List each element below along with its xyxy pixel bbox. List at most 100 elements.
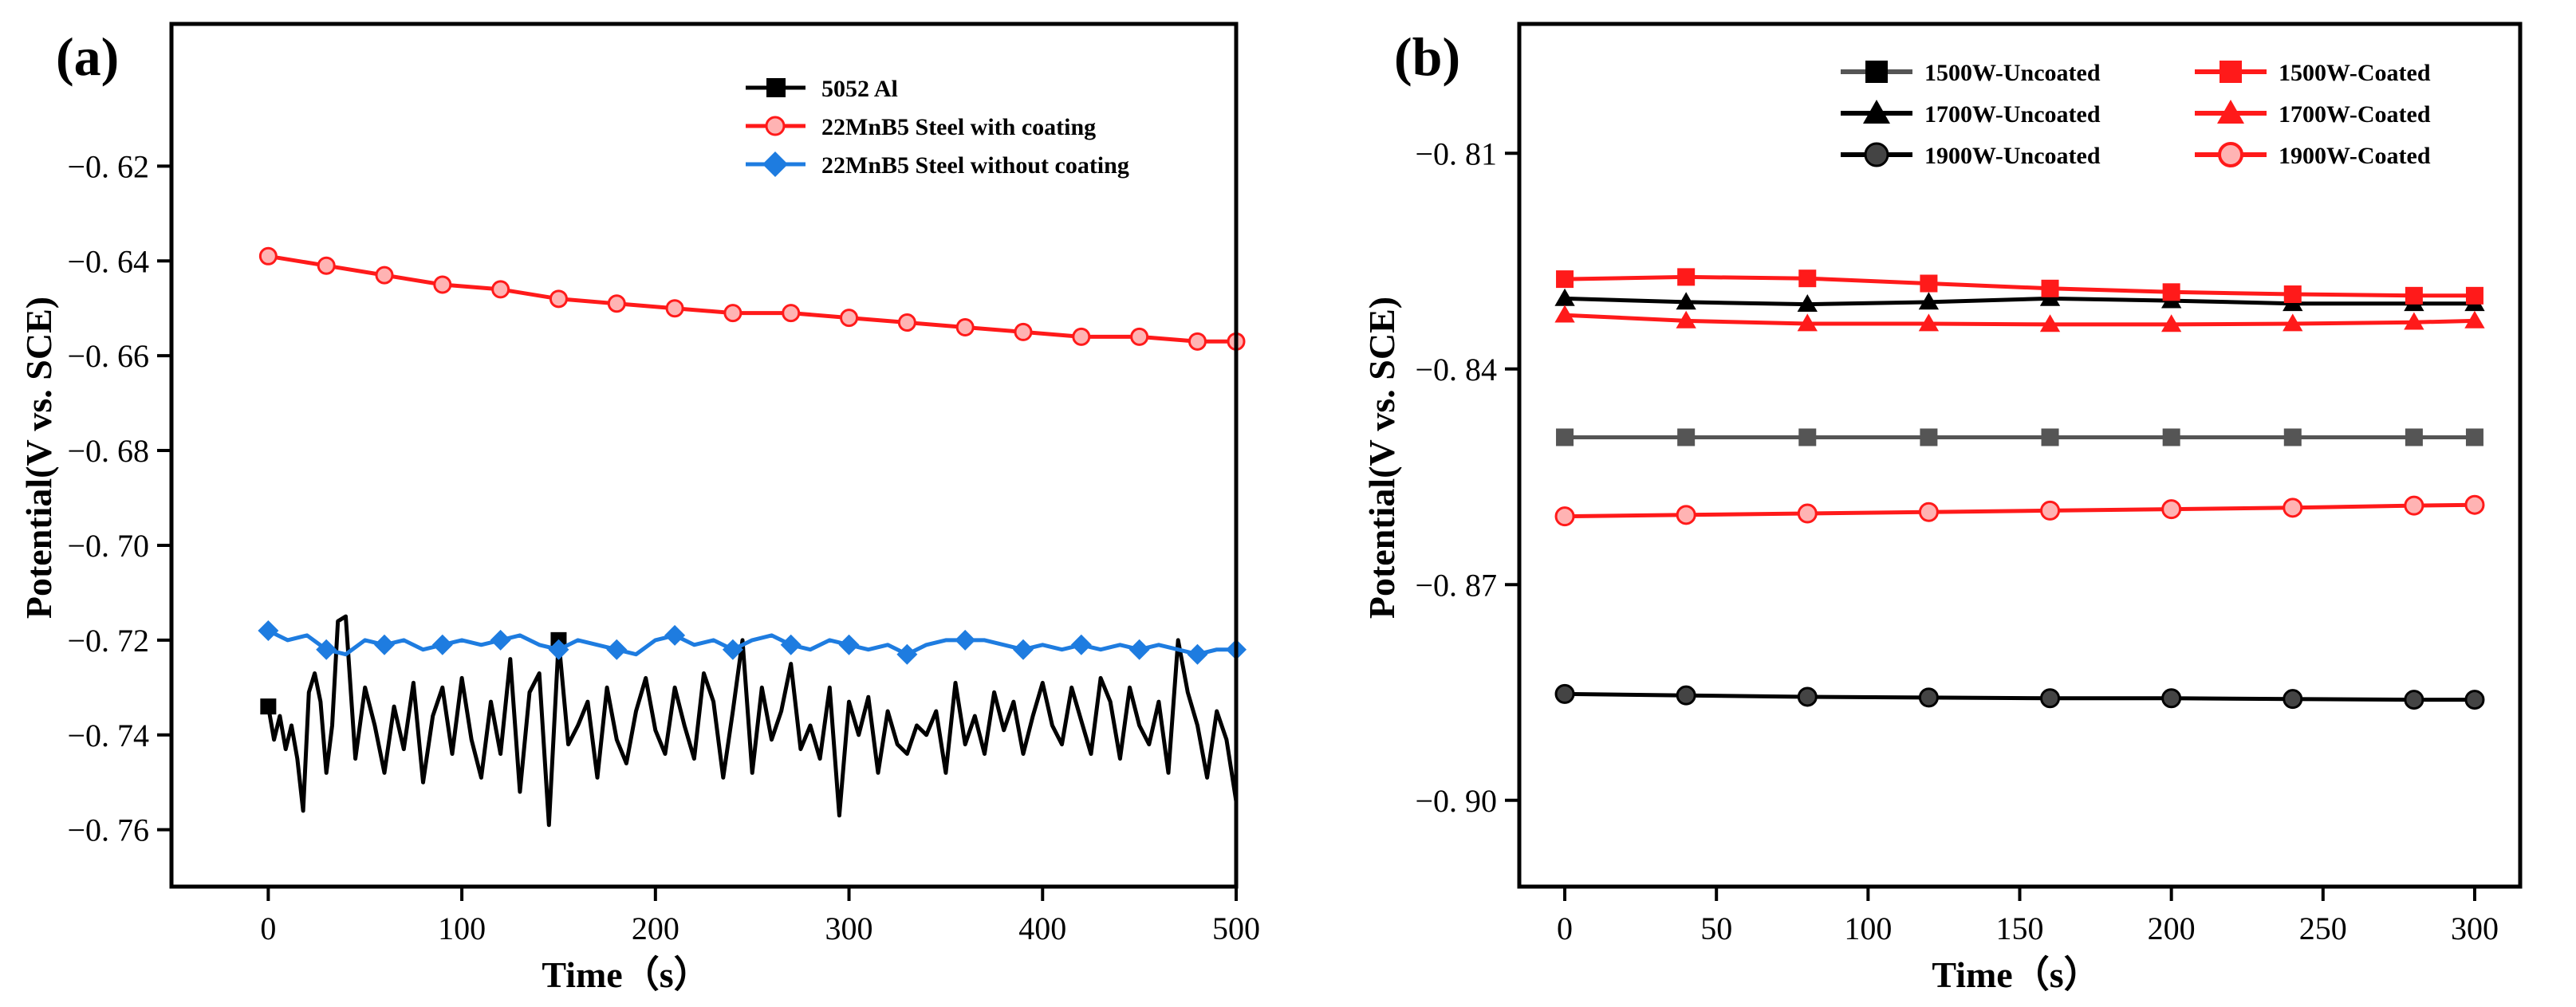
legend-entry-steel-without-coating: 22MnB5 Steel without coating [746,151,1129,179]
panel-a-y-ticks: −0. 62 −0. 64 −0. 66 −0. 68 −0. 70 −0. 72 −0. … [67,148,171,848]
data-point-1700w-coated [2161,314,2182,332]
panel-b-x-axis-label: Time（s） [1932,954,2100,995]
y-tick-label: −0. 64 [67,243,149,279]
data-point-22mnb5-steel-with-coating [607,294,626,313]
y-tick-label: −0. 66 [67,338,149,374]
panel-b-y-axis-label: Potential(V vs. SCE) [1361,297,1402,619]
legend-label-1700w-uncoated: 1700W-Uncoated [1924,101,2101,128]
data-point-1500w-coated [2041,279,2059,297]
data-point-22mnb5-steel-with-coating [955,317,975,336]
data-point-22mnb5-steel-with-coating [375,266,394,285]
x-tick-label: 300 [2451,911,2499,946]
x-tick-label: 0 [260,911,276,946]
data-point-22mnb5-steel-without-coating [431,634,453,655]
data-point-22mnb5-steel-with-coating [258,246,278,266]
data-point-1500w-uncoated [1677,428,1696,446]
x-tick-label: 50 [1700,911,1732,946]
data-point-22mnb5-steel-without-coating [258,620,279,641]
data-point-1900w-coated [2464,494,2485,515]
data-point-1900w-uncoated [1676,685,1696,706]
data-point-1900w-uncoated [1554,683,1575,704]
data-point-22mnb5-steel-with-coating [1014,322,1033,341]
data-point-1700w-coated [2283,313,2303,332]
panel-a-x-ticks: 0 100 200 300 400 500 [260,887,1260,946]
data-point-22mnb5-steel-with-coating [1072,327,1091,346]
panel-a-frame [169,22,1239,889]
data-point-1900w-uncoated [1797,686,1818,707]
legend-entry-1700w-uncoated: 1700W-Uncoated [1841,100,2101,128]
data-point-22mnb5-steel-with-coating [317,256,336,275]
data-point-1900w-uncoated [2161,688,2182,709]
data-point-22mnb5-steel-with-coating [840,309,859,328]
y-tick-label: −0. 90 [1415,783,1497,819]
data-point-1900w-uncoated [1918,687,1939,708]
legend-diamond-marker [762,151,788,177]
data-point-22mnb5-steel-with-coating [897,313,916,332]
data-point-22mnb5-steel-with-coating [491,280,510,299]
panel-b-y-ticks: −0. 81 −0. 84 −0. 87 −0. 90 [1415,136,1519,819]
data-point-1900w-coated [1554,506,1575,527]
panel-b-plot [1554,268,2485,710]
data-point-22mnb5-steel-with-coating [549,289,568,309]
data-point-22mnb5-steel-without-coating [606,639,628,660]
x-tick-label: 200 [632,911,679,946]
data-point-1900w-uncoated [2283,689,2303,710]
data-point-1700w-uncoated [1554,288,1575,306]
data-point-1500w-uncoated [1798,428,1817,446]
legend-label-1500w-uncoated: 1500W-Uncoated [1924,60,2101,86]
y-tick-label: −0. 70 [67,528,149,564]
data-point-1900w-coated [2283,498,2303,518]
data-point-1900w-coated [2040,500,2061,521]
data-point-1700w-coated [2404,312,2424,330]
data-point-22mnb5-steel-with-coating [665,299,684,318]
data-point-1700w-coated [1918,313,1940,332]
data-point-1500w-coated [1556,270,1574,289]
series-line-1900w-uncoated [1562,691,2477,702]
data-point-1900w-uncoated [2404,690,2424,710]
legend-triangle-marker [1863,100,1890,124]
series-line-1900w-coated [1562,502,2477,519]
legend-square-marker [2220,61,2242,83]
data-point-1900w-coated [1797,503,1818,524]
data-point-1500w-coated [2405,286,2423,305]
data-point-22mnb5-steel-without-coating [838,634,860,655]
x-tick-label: 100 [1844,911,1892,946]
data-point-22mnb5-steel-without-coating [374,634,395,655]
legend-square-marker [766,78,786,97]
panel-a-legend: 5052 Al 22MnB5 Steel with coating 22MnB5… [746,76,1129,179]
data-point-22mnb5-steel-without-coating [548,639,569,660]
series-line-1500w-coated [1562,274,2477,298]
data-point-22mnb5-steel-without-coating [722,639,743,660]
data-point-1500w-uncoated [1556,428,1574,446]
legend-label-1900w-uncoated: 1900W-Uncoated [1924,143,2101,169]
data-point-22mnb5-steel-without-coating [1070,634,1092,655]
panel-b-label: (b) [1394,26,1460,87]
y-tick-label: −0. 84 [1415,352,1497,387]
legend-entry-steel-with-coating: 22MnB5 Steel with coating [746,114,1096,140]
data-point-1500w-coated [1677,268,1696,286]
legend-circle-marker [765,116,786,136]
data-point-22mnb5-steel-without-coating [955,629,976,651]
y-tick-label: −0. 76 [67,812,149,848]
data-point-22mnb5-steel-without-coating [316,639,337,660]
x-tick-label: 400 [1018,911,1066,946]
panel-b-legend: 1500W-Uncoated 1700W-Uncoated 1900W-Unco… [1841,60,2431,169]
data-point-1500w-coated [2465,286,2483,305]
data-point-1700w-uncoated [1797,294,1818,312]
legend-label-steel-with-coating: 22MnB5 Steel with coating [821,114,1096,140]
y-tick-label: −0. 87 [1415,567,1497,603]
legend-label-5052-al: 5052 Al [821,76,898,102]
data-point-1700w-coated [1797,313,1818,332]
data-point-22mnb5-steel-with-coating [433,275,452,294]
data-point-22mnb5-steel-without-coating [490,629,511,651]
x-tick-label: 200 [2148,911,2196,946]
data-point-1700w-coated [1554,305,1575,323]
x-tick-label: 500 [1212,911,1260,946]
legend-circle-marker [2218,142,2243,167]
legend-square-marker [1865,61,1888,83]
data-point-22mnb5-steel-without-coating [664,624,686,646]
panel-b-frame [1517,22,2523,889]
panel-b-x-ticks: 0 50 100 150 200 250 300 [1557,887,2499,946]
data-point-1500w-coated [2162,283,2180,301]
